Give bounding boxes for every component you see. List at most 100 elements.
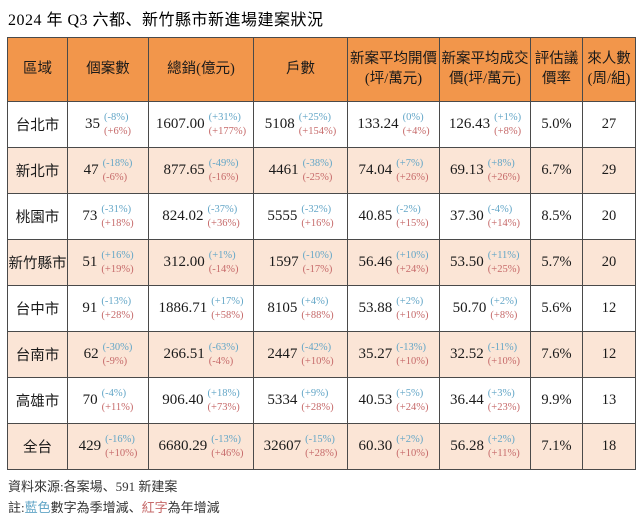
change-stack: (+1%) (+8%) — [494, 111, 521, 138]
units-cell: 32607 (-15%) (+28%) — [253, 423, 348, 470]
sales-cell: 266.51 (-63%) (-4%) — [148, 331, 254, 378]
sales-value: 906.40 — [162, 392, 204, 408]
sales-value: 824.02 — [162, 208, 204, 224]
yoy-change: (+10%) — [396, 309, 429, 321]
table-row: 全台 429 (-16%) (+10%) 6680.29 (-13%) (+46%) 3260… — [7, 423, 636, 470]
legend-note-prefix: 註: — [8, 500, 25, 516]
change-stack: (-63%) (-4%) — [209, 341, 239, 368]
sales-cell-content: 824.02 (-37%) (+36%) — [150, 203, 253, 230]
deal-cell-content: 36.44 (+3%) (+23%) — [441, 387, 530, 414]
yoy-change: (+24%) — [396, 401, 429, 413]
sales-value: 6680.29 — [158, 438, 208, 454]
qoq-change: (+25%) — [298, 111, 331, 123]
change-stack: (-37%) (+36%) — [208, 203, 240, 230]
yoy-change: (-14%) — [208, 263, 239, 275]
yoy-change: (+10%) — [487, 355, 520, 367]
deal-cell-content: 53.50 (+11%) (+25%) — [441, 249, 530, 276]
deal-value: 37.30 — [450, 208, 484, 224]
deal-cell: 69.13 (+8%) (+26%) — [439, 147, 531, 194]
deal-cell: 53.50 (+11%) (+25%) — [439, 239, 531, 286]
yoy-change: (-17%) — [302, 263, 333, 275]
change-stack: (-4%) (+14%) — [488, 203, 520, 230]
yoy-change: (+58%) — [211, 309, 244, 321]
yoy-change: (+26%) — [396, 171, 429, 183]
cases-cell: 47 (-18%) (-6%) — [67, 147, 149, 194]
cases-cell-content: 35 (-8%) (+6%) — [69, 111, 148, 138]
change-stack: (+2%) (+10%) — [396, 433, 428, 460]
qoq-change: (-4%) — [101, 387, 127, 399]
change-stack: (0%) (+4%) — [403, 111, 430, 138]
qoq-change: (-16%) — [105, 433, 135, 445]
header-row: 區域 個案數 總銷(億元) 戶數 新案平均開價(坪/萬元) 新案平均成交價(坪/… — [7, 37, 636, 102]
qoq-change: (+2%) — [396, 295, 424, 307]
table-row: 桃園市 73 (-31%) (+18%) 824.02 (-37%) (+36%) 5555(… — [7, 193, 636, 240]
sales-cell-content: 266.51 (-63%) (-4%) — [150, 341, 253, 368]
footer-notes: 資料來源:各案場、591 新建案 註:藍色數字為季增減、紅字為年增減 — [8, 476, 633, 519]
qoq-change: (-15%) — [305, 433, 335, 445]
cases-cell: 91 (-13%) (+28%) — [67, 285, 149, 332]
yoy-change: (-16%) — [208, 171, 239, 183]
table-row: 新北市 47 (-18%) (-6%) 877.65 (-49%) (-16%) 4461 (-… — [7, 147, 636, 194]
cases-value: 429 — [78, 438, 102, 454]
cases-cell-content: 429 (-16%) (+10%) — [69, 433, 148, 460]
units-cell: 5555 (-32%) (+16%) — [253, 193, 348, 240]
yoy-change: (+26%) — [487, 171, 520, 183]
units-cell: 4461 (-38%) (-25%) — [253, 147, 348, 194]
qoq-change: (+9%) — [301, 387, 329, 399]
change-stack: (-18%) (-6%) — [103, 157, 133, 184]
change-stack: (+1%) (-14%) — [209, 249, 239, 276]
ask-cell: 35.27 (-13%) (+10%) — [347, 331, 440, 378]
visitors-cell: 13 — [582, 377, 636, 424]
region-cell: 全台 — [7, 423, 68, 470]
change-stack: (-30%) (-9%) — [103, 341, 133, 368]
change-stack: (+4%) (+88%) — [301, 295, 333, 322]
sales-cell: 6680.29 (-13%) (+46%) — [148, 423, 254, 470]
visitors-cell: 12 — [582, 331, 636, 378]
ask-value: 56.46 — [358, 254, 393, 270]
deal-cell: 32.52 (-11%) (+10%) — [439, 331, 531, 378]
qoq-change: (+4%) — [301, 295, 329, 307]
yoy-change: (+28%) — [301, 401, 334, 413]
yoy-change: (+15%) — [396, 217, 429, 229]
col-header-total-sales: 總銷(億元) — [148, 37, 254, 102]
units-value: 5555 — [267, 208, 298, 224]
legend-red-label: 紅字 — [141, 500, 168, 516]
qoq-change: (-8%) — [104, 111, 129, 123]
legend-note-mid: 數字為季增減、 — [50, 500, 142, 516]
ask-cell-content: 40.53 (+5%) (+24%) — [349, 387, 439, 414]
yoy-change: (+8%) — [490, 309, 518, 321]
yoy-change: (+28%) — [305, 447, 338, 459]
yoy-change: (+25%) — [487, 263, 520, 275]
qoq-change: (-63%) — [208, 341, 239, 353]
change-stack: (-38%) (-25%) — [303, 157, 333, 184]
yoy-change: (+23%) — [487, 401, 520, 413]
units-cell-content: 5555 (-32%) (+16%) — [255, 203, 347, 230]
yoy-change: (+4%) — [402, 125, 430, 137]
qoq-change: (+2%) — [396, 433, 424, 445]
change-stack: (+25%) (+154%) — [299, 111, 336, 138]
yoy-change: (-9%) — [102, 355, 128, 367]
units-value: 5108 — [264, 116, 295, 132]
yoy-change: (+46%) — [211, 447, 244, 459]
qoq-change: (+7%) — [396, 157, 424, 169]
region-cell: 台南市 — [7, 331, 68, 378]
yoy-change: (-4%) — [208, 355, 234, 367]
change-stack: (-10%) (-17%) — [303, 249, 333, 276]
visitors-cell: 12 — [582, 285, 636, 332]
qoq-change: (+2%) — [490, 295, 518, 307]
sales-cell: 906.40 (+18%) (+73%) — [148, 377, 254, 424]
yoy-change: (+6%) — [104, 125, 131, 137]
ask-cell-content: 74.04 (+7%) (+26%) — [349, 157, 439, 184]
units-cell-content: 2447 (-42%) (+10%) — [255, 341, 347, 368]
qoq-change: (-38%) — [302, 157, 333, 169]
negotiation-rate-cell: 8.5% — [530, 193, 583, 240]
yoy-change: (+177%) — [208, 125, 247, 137]
negotiation-rate-cell: 9.9% — [530, 377, 583, 424]
units-cell: 5108 (+25%) (+154%) — [253, 101, 348, 148]
page-title: 2024 年 Q3 六都、新竹縣市新進場建案狀況 — [8, 12, 324, 29]
table-row: 高雄市 70 (-4%) (+11%) 906.40 (+18%) (+73%) 5334 (+… — [7, 377, 636, 424]
units-cell-content: 5334 (+9%) (+28%) — [255, 387, 347, 414]
sales-cell: 824.02 (-37%) (+36%) — [148, 193, 254, 240]
sales-value: 877.65 — [163, 162, 205, 178]
